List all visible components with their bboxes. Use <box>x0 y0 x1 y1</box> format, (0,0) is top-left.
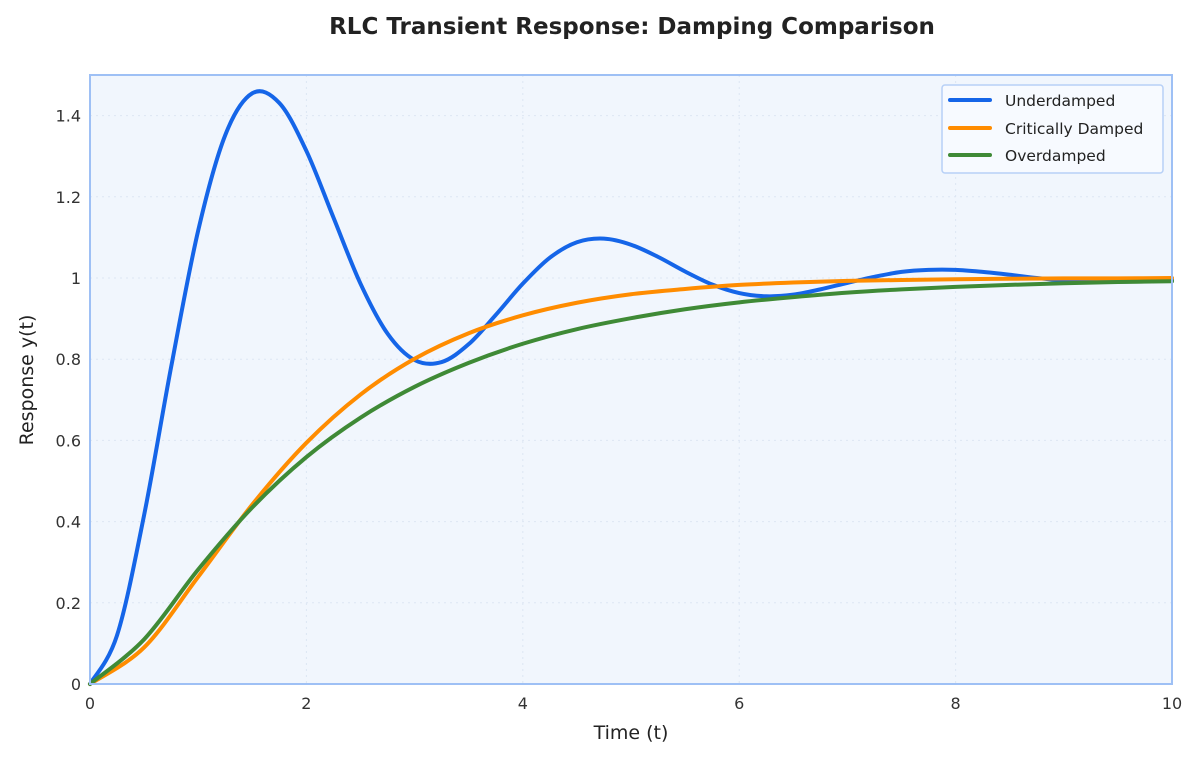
legend-box <box>941 84 1164 174</box>
x-tick-label: 2 <box>301 694 311 713</box>
underdamped-line <box>88 89 1174 686</box>
y-tick-label: 1 <box>71 269 81 288</box>
plot-area <box>90 75 1172 684</box>
y-tick-label: 0.2 <box>56 594 81 613</box>
plot-frame <box>89 74 1173 685</box>
x-tick-label: 4 <box>518 694 528 713</box>
y-tick-label: 1.4 <box>56 107 81 126</box>
x-axis-label: Time (t) <box>593 722 669 744</box>
y-tick-label: 0 <box>71 675 81 694</box>
legend: Underdamped Critically Damped Overdamped <box>941 84 1164 174</box>
y-axis-label: Response y(t) <box>16 315 38 446</box>
tick-labels: 0 2 4 6 8 10 0 0.2 0.4 0.6 0.8 1 1.2 1.4 <box>56 107 1183 713</box>
x-tick-label: 8 <box>951 694 961 713</box>
legend-label-underdamped: Underdamped <box>1005 92 1115 110</box>
series-lines <box>88 89 1174 686</box>
y-tick-label: 1.2 <box>56 188 81 207</box>
chart-title: RLC Transient Response: Damping Comparis… <box>329 14 935 40</box>
y-tick-label: 0.4 <box>56 513 81 532</box>
x-tick-label: 10 <box>1162 694 1182 713</box>
y-tick-label: 0.6 <box>56 431 81 450</box>
x-tick-label: 6 <box>734 694 744 713</box>
overdamped-line <box>88 279 1174 686</box>
legend-label-overdamped: Overdamped <box>1005 147 1106 165</box>
legend-label-critically-damped: Critically Damped <box>1005 120 1143 138</box>
y-tick-label: 0.8 <box>56 350 81 369</box>
x-tick-label: 0 <box>85 694 95 713</box>
